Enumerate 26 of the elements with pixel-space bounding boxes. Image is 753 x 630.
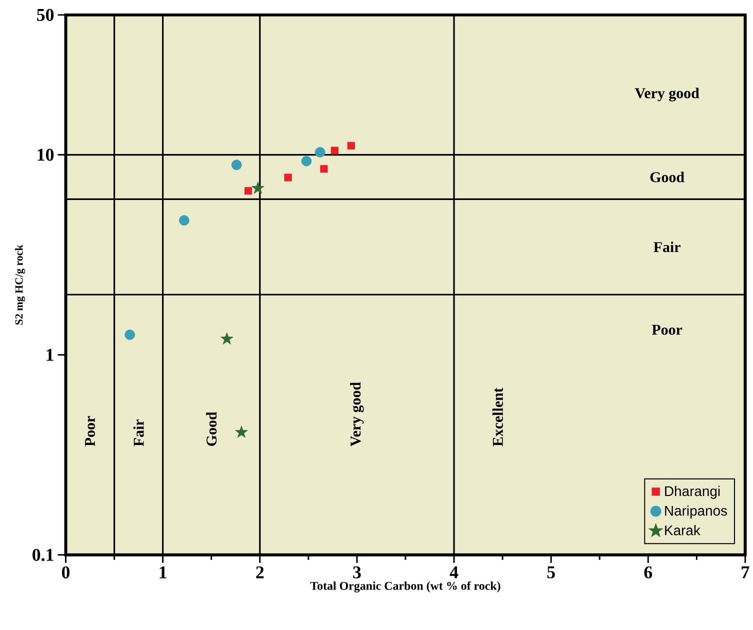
annotation: Fair (654, 242, 680, 252)
legend-label: Naripanos (665, 506, 728, 519)
x-tick-label: 6 (644, 566, 652, 579)
annotation: Poor (652, 325, 682, 335)
annotation: Fair (133, 420, 144, 447)
annotation: Very good (350, 382, 364, 447)
legend-label: Dharangi (665, 486, 720, 500)
y-tick-label: 0.1 (32, 549, 54, 562)
x-tick-label: 2 (256, 566, 264, 578)
y-tick-label: 1 (46, 349, 54, 361)
y-tick-label: 50 (37, 9, 54, 22)
x-tick-label: 4 (450, 566, 458, 578)
x-tick-label: 7 (742, 566, 750, 578)
y-tick-label: 10 (38, 148, 54, 162)
legend-label: Karak (665, 525, 700, 536)
x-axis-title: Total Organic Carbon (wt % of rock) (310, 582, 500, 593)
x-tick-label: 5 (547, 566, 555, 578)
annotation: Good (206, 412, 217, 446)
annotation: Poor (85, 416, 95, 447)
annotation: Good (650, 172, 684, 182)
annotation: Very good (634, 88, 700, 102)
x-tick-label: 0 (62, 566, 70, 579)
y-axis-title: S2 mg HC/g rock (15, 244, 26, 325)
annotation: Excellent (492, 388, 503, 447)
x-tick-label: 1 (160, 566, 166, 578)
x-tick-label: 3 (353, 566, 361, 579)
